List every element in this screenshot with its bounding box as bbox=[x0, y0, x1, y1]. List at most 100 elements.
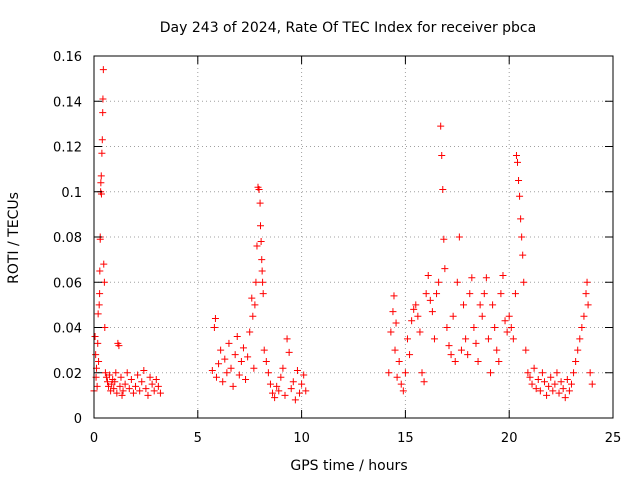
data-point bbox=[511, 290, 519, 298]
data-point bbox=[588, 380, 596, 388]
data-point bbox=[269, 389, 277, 397]
data-point bbox=[416, 328, 424, 336]
data-point bbox=[509, 335, 517, 343]
data-point bbox=[248, 294, 256, 302]
data-point bbox=[512, 152, 520, 160]
data-point bbox=[393, 373, 401, 381]
data-points bbox=[90, 66, 596, 404]
data-point bbox=[138, 378, 146, 386]
data-point bbox=[260, 346, 268, 354]
data-point bbox=[530, 364, 538, 372]
data-point bbox=[298, 380, 306, 388]
data-point bbox=[97, 179, 105, 187]
data-point bbox=[273, 382, 281, 390]
data-point bbox=[524, 369, 532, 377]
data-point bbox=[464, 351, 472, 359]
data-point bbox=[430, 335, 438, 343]
data-point bbox=[466, 290, 474, 298]
data-point bbox=[547, 373, 555, 381]
data-point bbox=[551, 380, 559, 388]
data-point bbox=[302, 387, 310, 395]
data-point bbox=[424, 271, 432, 279]
data-point bbox=[408, 317, 416, 325]
data-point bbox=[557, 378, 565, 386]
data-point bbox=[536, 387, 544, 395]
data-point bbox=[256, 199, 264, 207]
data-point bbox=[215, 360, 223, 368]
data-point bbox=[125, 385, 133, 393]
grid-layer bbox=[94, 56, 613, 418]
data-point bbox=[399, 387, 407, 395]
data-point bbox=[514, 158, 522, 166]
y-tick-label: 0.14 bbox=[53, 95, 82, 110]
data-point bbox=[428, 308, 436, 316]
data-point bbox=[422, 290, 430, 298]
data-point bbox=[256, 222, 264, 230]
data-point bbox=[252, 278, 260, 286]
data-point bbox=[212, 373, 220, 381]
data-point bbox=[142, 385, 150, 393]
data-point bbox=[293, 366, 301, 374]
data-point bbox=[565, 387, 573, 395]
data-point bbox=[283, 335, 291, 343]
data-point bbox=[474, 357, 482, 365]
data-point bbox=[414, 312, 422, 320]
data-point bbox=[480, 290, 488, 298]
data-point bbox=[572, 357, 580, 365]
data-point bbox=[478, 312, 486, 320]
data-point bbox=[489, 301, 497, 309]
data-point bbox=[264, 369, 272, 377]
data-point bbox=[401, 369, 409, 377]
data-point bbox=[266, 380, 274, 388]
data-point bbox=[259, 290, 267, 298]
data-point bbox=[101, 324, 109, 331]
data-point bbox=[389, 308, 397, 316]
data-point bbox=[443, 324, 451, 331]
data-point bbox=[99, 66, 107, 74]
data-point bbox=[549, 387, 557, 395]
data-point bbox=[103, 378, 111, 386]
data-point bbox=[487, 369, 495, 377]
data-point bbox=[231, 351, 239, 359]
chart-title: Day 243 of 2024, Rate Of TEC Index for r… bbox=[160, 20, 536, 36]
data-point bbox=[441, 265, 449, 273]
data-point bbox=[387, 328, 395, 336]
data-point bbox=[472, 339, 480, 347]
axes: 0 0.02 0.04 0.06 0.08 0.1 0.12 0.14 0.16 0 5 10 15 20… bbox=[53, 50, 621, 446]
data-point bbox=[277, 373, 285, 381]
data-point bbox=[519, 251, 527, 259]
data-point bbox=[210, 324, 218, 331]
y-tick-label: 0.06 bbox=[53, 276, 82, 291]
data-point bbox=[447, 351, 455, 359]
data-point bbox=[132, 382, 140, 390]
data-point bbox=[100, 278, 108, 286]
y-tick-label: 0.02 bbox=[53, 367, 82, 382]
data-point bbox=[134, 371, 142, 379]
data-point bbox=[227, 364, 235, 372]
data-point bbox=[129, 389, 137, 397]
data-point bbox=[101, 369, 109, 377]
data-point bbox=[140, 366, 148, 374]
data-point bbox=[420, 378, 428, 386]
data-point bbox=[93, 382, 101, 390]
data-point bbox=[561, 394, 569, 402]
data-point bbox=[476, 301, 484, 309]
data-point bbox=[522, 346, 530, 354]
data-point bbox=[440, 235, 448, 243]
data-point bbox=[418, 369, 426, 377]
data-point bbox=[391, 346, 399, 354]
data-point bbox=[520, 278, 528, 286]
data-point bbox=[505, 312, 513, 320]
data-point bbox=[98, 136, 106, 144]
data-point bbox=[403, 335, 411, 343]
data-point bbox=[517, 215, 525, 223]
data-point bbox=[233, 333, 241, 341]
data-point bbox=[257, 238, 265, 246]
data-point bbox=[94, 310, 102, 318]
data-point bbox=[275, 387, 283, 395]
data-point bbox=[251, 301, 259, 309]
data-point bbox=[385, 369, 393, 377]
plot-frame bbox=[93, 55, 614, 419]
data-point bbox=[507, 324, 515, 331]
data-point bbox=[262, 357, 270, 365]
